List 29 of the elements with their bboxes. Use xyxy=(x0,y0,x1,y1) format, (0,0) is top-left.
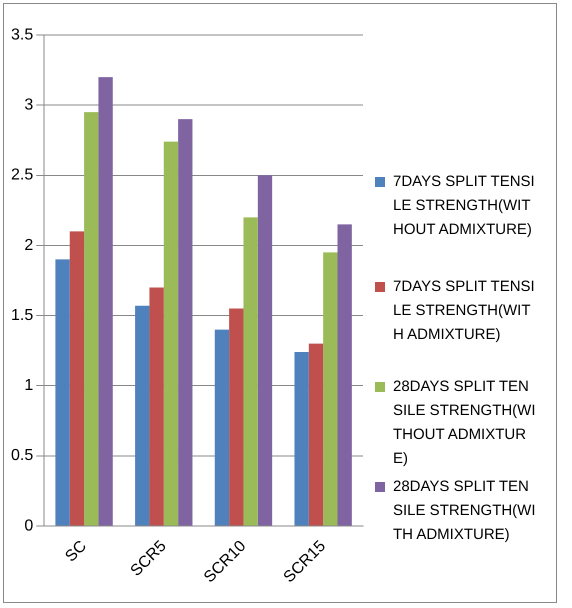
y-tick-label: 2.5 xyxy=(10,166,34,184)
y-tick-label: 0 xyxy=(24,517,34,534)
y-tick-label: 3.5 xyxy=(10,26,34,44)
bar xyxy=(229,308,244,526)
bar xyxy=(214,330,230,526)
bar xyxy=(84,112,98,526)
y-tick-label: 3 xyxy=(24,96,34,114)
bar xyxy=(243,217,258,526)
legend-label: 28DAYS SPLIT TENSILE STRENGTH(WITH ADMIXTURE) xyxy=(393,477,537,545)
legend-label: 7DAYS SPLIT TENSILE STRENGTH(WITH ADMIXTURE) xyxy=(393,277,536,345)
bar xyxy=(164,142,178,526)
bar xyxy=(338,224,352,526)
bar xyxy=(323,252,338,526)
legend-label: 7DAYS SPLIT TENSILE STRENGTH(WITHOUT ADMIXTURE) xyxy=(393,172,536,240)
bar xyxy=(149,287,164,526)
bar xyxy=(294,352,309,526)
legend-label: 28DAYS SPLIT TENSILE STRENGTH(WITHOUT ADMIXTURE) xyxy=(393,377,537,469)
y-tick-label: 1 xyxy=(24,377,34,394)
bar xyxy=(98,77,113,526)
bar xyxy=(178,119,192,526)
x-tick-label: SC xyxy=(62,538,90,566)
y-tick-label: 1.5 xyxy=(10,306,34,324)
bar xyxy=(308,344,324,526)
bar xyxy=(70,231,84,526)
y-tick-label: 2 xyxy=(24,236,34,254)
y-tick-label: 0.5 xyxy=(10,447,34,464)
bar xyxy=(135,306,150,526)
bar xyxy=(55,259,70,526)
bar xyxy=(258,175,272,526)
